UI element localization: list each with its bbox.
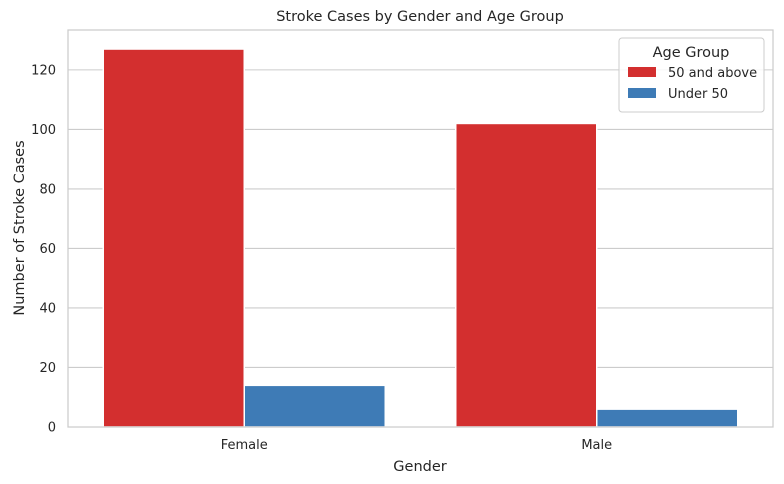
bar-male-series-1 bbox=[596, 408, 739, 428]
legend-label-1: Under 50 bbox=[668, 87, 728, 102]
x-tick-labels: Female Male bbox=[221, 438, 612, 453]
x-axis-label: Gender bbox=[393, 459, 446, 475]
y-tick-label: 20 bbox=[39, 361, 56, 376]
bar-female-series-1 bbox=[243, 384, 386, 428]
y-tick-label: 40 bbox=[39, 301, 56, 316]
y-tick-label: 120 bbox=[31, 63, 56, 78]
x-tick-label: Female bbox=[221, 438, 268, 453]
legend-title: Age Group bbox=[653, 45, 730, 61]
chart-title: Stroke Cases by Gender and Age Group bbox=[276, 9, 564, 25]
legend-swatch-1 bbox=[628, 88, 656, 98]
y-tick-labels: 0 20 40 60 80 100 120 bbox=[31, 63, 56, 435]
y-axis-label: Number of Stroke Cases bbox=[12, 140, 28, 315]
y-tick-label: 60 bbox=[39, 242, 56, 257]
y-tick-label: 100 bbox=[31, 123, 56, 138]
plot-frame bbox=[67, 29, 774, 428]
legend-label-0: 50 and above bbox=[668, 66, 757, 81]
legend-swatch-0 bbox=[628, 67, 656, 77]
legend-entries: 50 and above Under 50 bbox=[628, 66, 757, 102]
x-tick-label: Male bbox=[581, 438, 612, 453]
bar-male-series-0 bbox=[455, 122, 598, 428]
legend: Age Group 50 and above Under 50 bbox=[618, 37, 765, 113]
y-tick-label: 0 bbox=[48, 421, 56, 436]
y-tick-label: 80 bbox=[39, 182, 56, 197]
bar-female-series-0 bbox=[102, 48, 245, 428]
